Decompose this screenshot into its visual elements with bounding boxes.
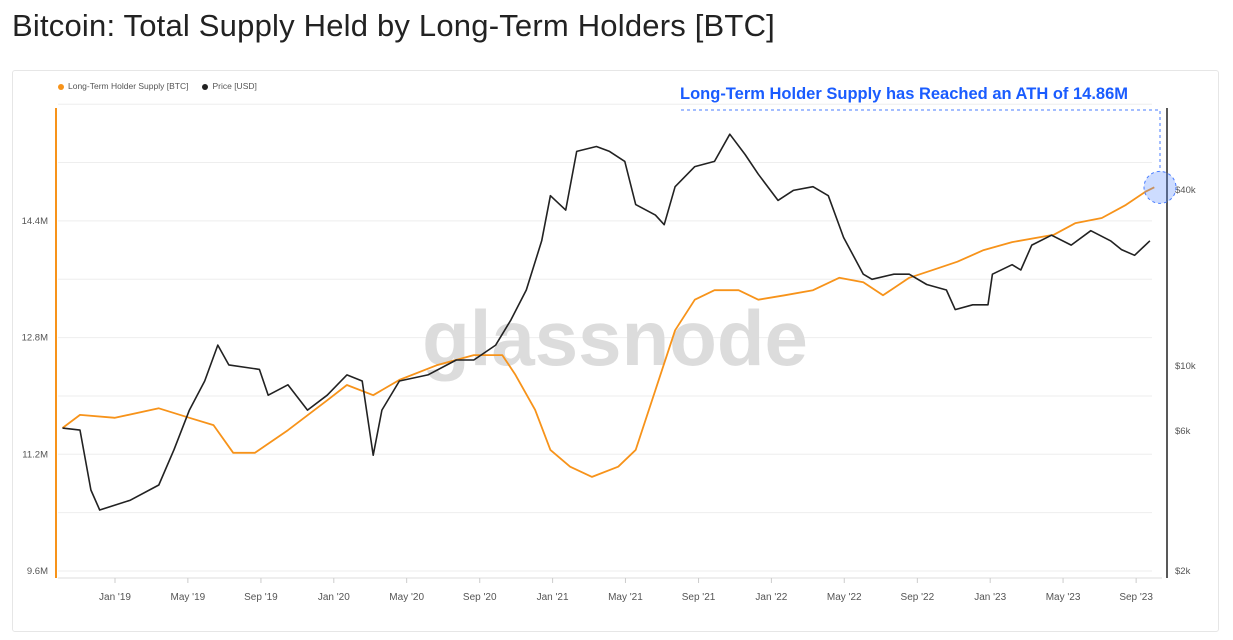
right-tick-label: $10k — [1175, 361, 1196, 372]
left-tick-label: 11.2M — [22, 449, 48, 460]
x-tick-label: Sep '23 — [1119, 592, 1153, 603]
legend-dot-icon — [202, 83, 209, 90]
lth-supply-line — [61, 186, 1155, 478]
x-tick-label: Sep '22 — [901, 592, 935, 603]
chart-legend: Long-Term Holder Supply [BTC] Price [USD… — [58, 81, 257, 91]
x-tick-label: Jan '23 — [974, 592, 1006, 603]
legend-item-supply[interactable]: Long-Term Holder Supply [BTC] — [58, 81, 188, 91]
ath-highlight-circle — [1143, 170, 1177, 204]
x-tick-label: Sep '20 — [463, 592, 497, 603]
price-line — [62, 133, 1151, 511]
left-tick-label: 12.8M — [22, 333, 48, 344]
x-tick-label: Jan '19 — [99, 592, 131, 603]
watermark: glassnode — [422, 294, 808, 382]
x-tick-label: Jan '20 — [318, 592, 350, 603]
legend-dot-icon — [58, 83, 64, 90]
x-tick-label: May '20 — [389, 592, 424, 603]
right-tick-label: $2k — [1175, 566, 1191, 577]
x-tick-label: Sep '19 — [244, 592, 278, 603]
right-tick-label: $40k — [1175, 185, 1196, 196]
x-tick-label: May '23 — [1046, 592, 1081, 603]
x-tick-label: Jan '22 — [755, 592, 787, 603]
chart-card — [12, 70, 1219, 632]
right-tick-label: $6k — [1175, 426, 1191, 437]
x-tick-label: May '21 — [608, 592, 643, 603]
legend-label: Price [USD] — [212, 81, 257, 91]
x-tick-label: Sep '21 — [682, 592, 716, 603]
legend-label: Long-Term Holder Supply [BTC] — [68, 81, 189, 91]
legend-item-price[interactable]: Price [USD] — [202, 81, 257, 91]
x-tick-label: May '22 — [827, 592, 862, 603]
x-tick-label: May '19 — [171, 592, 206, 603]
left-tick-label: 9.6M — [27, 566, 48, 577]
x-tick-label: Jan '21 — [537, 592, 569, 603]
left-tick-label: 14.4M — [22, 216, 48, 227]
page-title: Bitcoin: Total Supply Held by Long-Term … — [12, 8, 775, 43]
ath-annotation: Long-Term Holder Supply has Reached an A… — [680, 85, 1129, 103]
